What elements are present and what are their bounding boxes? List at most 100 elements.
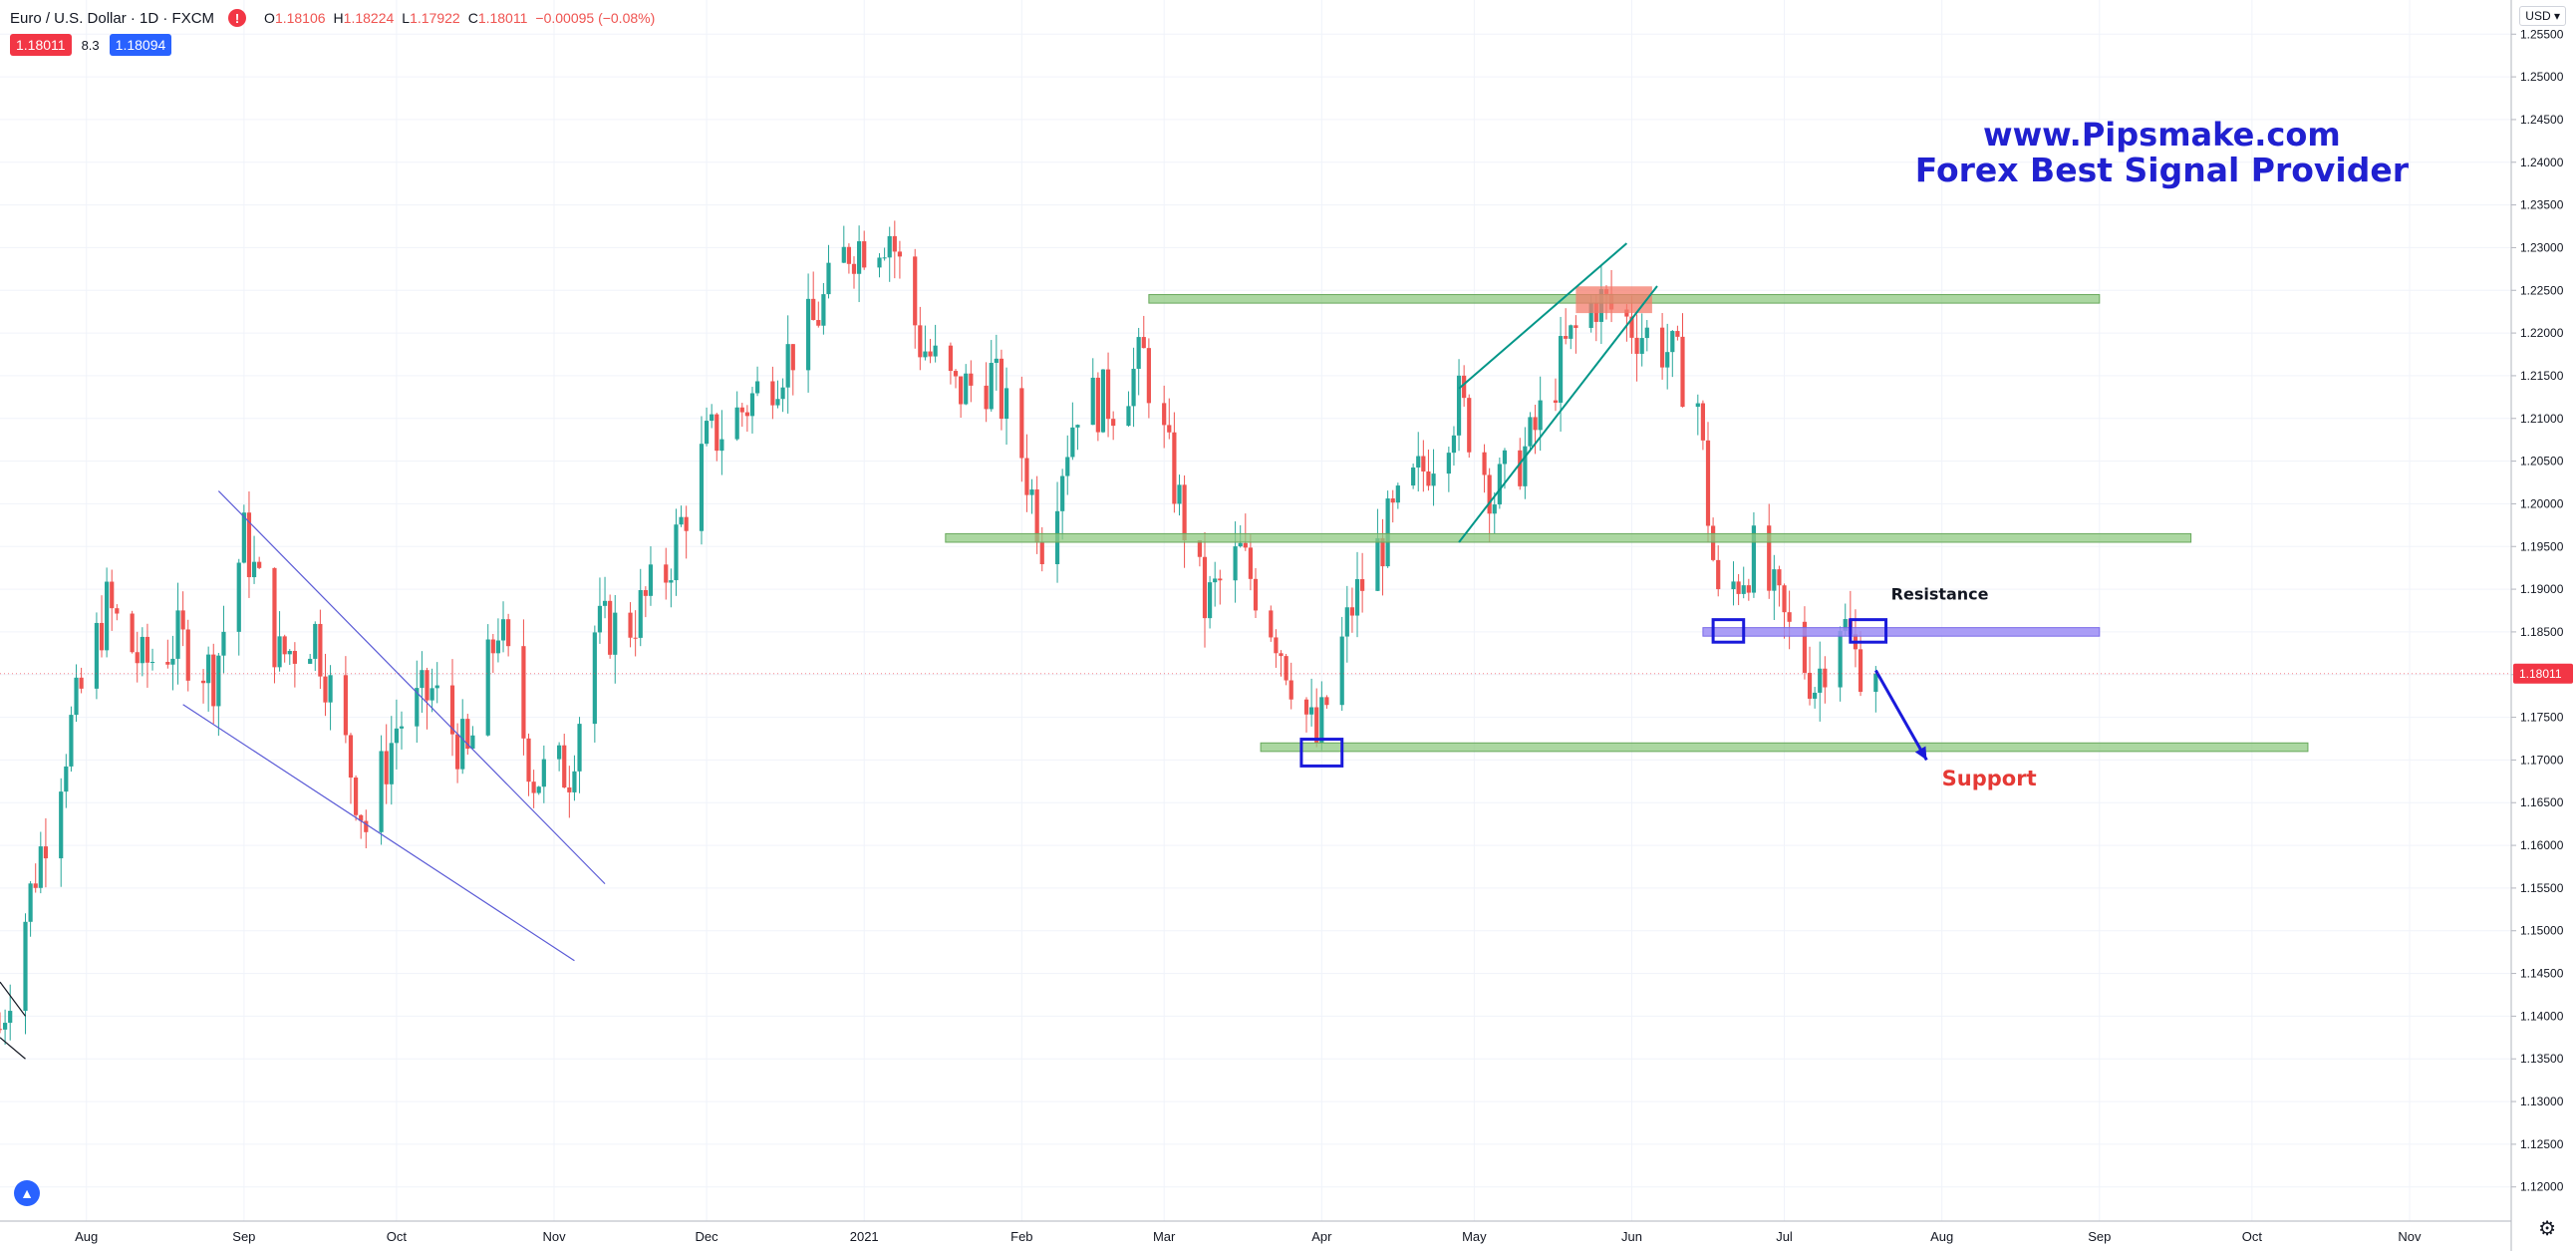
candle-body bbox=[140, 636, 144, 664]
candle-body bbox=[1172, 432, 1177, 504]
y-tick-label: 1.20500 bbox=[2520, 455, 2564, 469]
candle-body bbox=[948, 345, 954, 372]
candle-body bbox=[577, 724, 582, 772]
candle-body bbox=[1462, 375, 1467, 399]
candle-body bbox=[1218, 578, 1223, 581]
candle-body bbox=[775, 399, 780, 406]
candle-body bbox=[1802, 621, 1808, 673]
candle-body bbox=[64, 766, 69, 792]
ohlc-high: H1.18224 bbox=[333, 10, 395, 26]
y-tick-label: 1.16000 bbox=[2520, 838, 2564, 852]
highlight-box bbox=[1575, 286, 1652, 314]
trendlines bbox=[0, 242, 1928, 1060]
candle-body bbox=[643, 590, 648, 596]
candle-body bbox=[1029, 489, 1034, 495]
candle-body bbox=[1629, 316, 1634, 338]
watermark-text: www.Pipsmake.com Forex Best Signal Provi… bbox=[1915, 118, 2409, 187]
candle-body bbox=[674, 524, 679, 581]
symbol-title[interactable]: Euro / U.S. Dollar · 1D · FXCM bbox=[10, 9, 215, 27]
candle-body bbox=[602, 600, 608, 606]
x-tick-label: Apr bbox=[1311, 1229, 1332, 1244]
candle-body bbox=[38, 846, 43, 888]
candle-body bbox=[1497, 464, 1502, 505]
candle-body bbox=[1131, 368, 1136, 407]
candle-body bbox=[110, 581, 115, 609]
arrow-head bbox=[1914, 746, 1927, 761]
y-tick-label: 1.17000 bbox=[2520, 753, 2564, 767]
candle-body bbox=[1431, 473, 1436, 486]
x-tick-label: Oct bbox=[2242, 1229, 2263, 1244]
candle-body bbox=[1167, 425, 1172, 433]
candle-body bbox=[1354, 579, 1360, 616]
candle-body bbox=[1746, 585, 1751, 593]
candle-body bbox=[1564, 336, 1569, 339]
candle-body bbox=[1060, 475, 1065, 511]
candle-body bbox=[1695, 403, 1700, 408]
candle-body bbox=[739, 407, 744, 413]
candle-body bbox=[1182, 484, 1187, 541]
candle-body bbox=[384, 751, 389, 784]
candle-body bbox=[562, 745, 567, 787]
candle-body bbox=[964, 373, 969, 405]
candle-body bbox=[1818, 668, 1823, 693]
watermark-line1: www.Pipsmake.com bbox=[1983, 116, 2341, 154]
candle-body bbox=[710, 414, 715, 422]
candle-body bbox=[1375, 537, 1380, 591]
y-tick-label: 1.15000 bbox=[2520, 924, 2564, 938]
candle-body bbox=[754, 381, 760, 394]
candle-body bbox=[1426, 470, 1431, 486]
candle-body bbox=[460, 719, 465, 770]
y-tick-label: 1.22500 bbox=[2520, 283, 2564, 297]
candle-body bbox=[420, 670, 425, 689]
y-tick-label: 1.14500 bbox=[2520, 967, 2564, 981]
candle-body bbox=[1416, 456, 1421, 469]
x-tick-label: 2021 bbox=[850, 1229, 879, 1244]
buy-button[interactable]: 1.18094 bbox=[109, 34, 172, 56]
candle-body bbox=[1390, 498, 1395, 503]
y-tick-label: 1.21500 bbox=[2520, 369, 2564, 383]
current-price-tag bbox=[2513, 663, 2573, 684]
candle-body bbox=[892, 235, 897, 252]
trendline bbox=[0, 981, 26, 1017]
candle-body bbox=[1100, 369, 1106, 433]
tradingview-logo-icon[interactable]: ▲ bbox=[14, 1180, 40, 1206]
candle-body bbox=[877, 257, 882, 268]
support-resistance-zone bbox=[945, 532, 2192, 543]
candle-body bbox=[1705, 440, 1711, 526]
candle-body bbox=[1421, 456, 1426, 471]
y-tick-label: 1.12500 bbox=[2520, 1137, 2564, 1151]
candle-body bbox=[780, 387, 785, 400]
candle-body bbox=[1767, 525, 1772, 591]
candle-body bbox=[969, 373, 974, 386]
spread-value: 8.3 bbox=[81, 37, 100, 53]
candle-body bbox=[105, 581, 110, 651]
y-tick-label: 1.18500 bbox=[2520, 625, 2564, 639]
currency-button[interactable]: USD ▾ bbox=[2519, 6, 2566, 26]
y-tick-label: 1.12000 bbox=[2520, 1180, 2564, 1194]
candle-body bbox=[638, 590, 643, 638]
x-tick-label: Mar bbox=[1153, 1229, 1176, 1244]
sell-button[interactable]: 1.18011 bbox=[10, 34, 72, 56]
candle-body bbox=[1303, 699, 1309, 715]
candle-body bbox=[1873, 673, 1878, 693]
x-tick-label: Sep bbox=[2088, 1229, 2111, 1244]
candles bbox=[0, 220, 1878, 1046]
candle-body bbox=[135, 652, 140, 664]
candle-body bbox=[28, 883, 33, 922]
x-tick-label: Nov bbox=[542, 1229, 566, 1244]
candle-body bbox=[221, 631, 226, 656]
zones bbox=[945, 286, 2309, 768]
candle-body bbox=[1711, 525, 1716, 560]
grid bbox=[0, 0, 2511, 1221]
candle-body bbox=[1003, 388, 1009, 420]
candle-body bbox=[1395, 485, 1400, 503]
gear-icon[interactable]: ⚙ bbox=[2538, 1218, 2556, 1240]
alert-icon[interactable]: ! bbox=[228, 9, 247, 27]
candle-body bbox=[1314, 707, 1319, 744]
candle-body bbox=[608, 600, 613, 655]
candle-body bbox=[1639, 338, 1644, 354]
candle-body bbox=[470, 735, 475, 750]
candle-body bbox=[715, 414, 719, 452]
candle-body bbox=[1411, 468, 1416, 486]
